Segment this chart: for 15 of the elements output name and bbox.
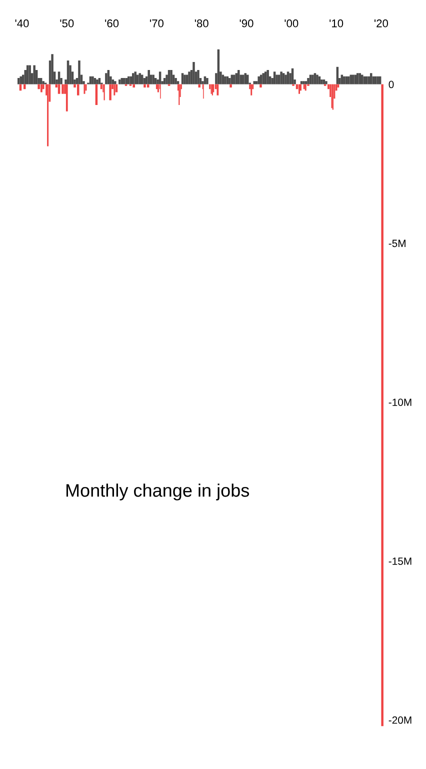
- y-tick-label: -15M: [388, 558, 412, 565]
- x-tick-label: '20: [374, 19, 388, 28]
- y-tick-label: -20M: [388, 716, 412, 724]
- text: Monthly change in jobs: [66, 484, 250, 500]
- x-tick-label: '40: [15, 19, 29, 28]
- y-tick-label: 0: [388, 80, 394, 88]
- x-tick-label: '10: [330, 19, 344, 28]
- y-tick-label: -5M: [388, 240, 406, 248]
- x-tick-label: '80: [194, 19, 208, 28]
- x-tick-label: '90: [240, 19, 254, 28]
- y-tick-label: -10M: [388, 398, 412, 406]
- x-tick-label: '00: [284, 19, 298, 28]
- x-tick-label: '50: [60, 19, 74, 28]
- x-tick-label: '60: [105, 19, 119, 28]
- x-tick-label: '70: [150, 19, 164, 28]
